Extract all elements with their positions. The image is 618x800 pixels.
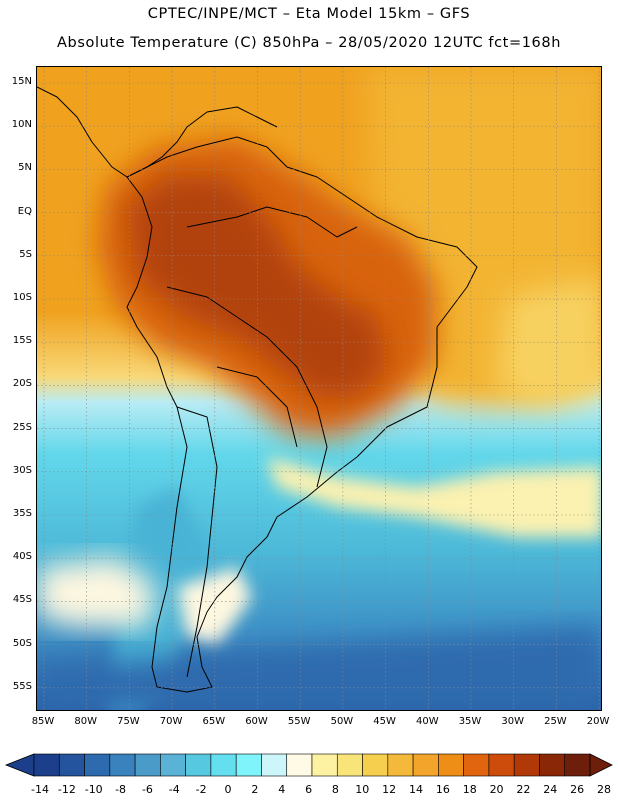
- temperature-map: [36, 66, 602, 711]
- colorbar-label: -10: [84, 783, 103, 796]
- lon-label: 80W: [74, 716, 97, 727]
- lon-label: 85W: [31, 716, 55, 727]
- colorbar-swatch: [33, 753, 60, 777]
- lat-label: 10S: [12, 292, 32, 303]
- lon-label: 45W: [373, 716, 396, 727]
- lon-label: 35W: [458, 716, 482, 727]
- lon-label: 60W: [245, 716, 268, 727]
- title-line-1: CPTEC/INPE/MCT – Eta Model 15km – GFS: [147, 6, 471, 22]
- lat-label: 55S: [12, 680, 32, 692]
- lat-label: 10N: [11, 119, 32, 131]
- colorbar-label: 22: [516, 783, 531, 796]
- colorbar-under-arrow: [4, 753, 35, 777]
- coastline-south-america: [126, 136, 478, 693]
- colorbar-swatch: [134, 753, 161, 777]
- lon-label: 65W: [202, 716, 226, 727]
- colorbar-label: 26: [570, 783, 585, 796]
- colorbar-label: 6: [305, 783, 313, 796]
- lon-label: 40W: [415, 716, 439, 727]
- lat-label: 45S: [12, 594, 32, 606]
- coastline-central-america: [37, 86, 278, 178]
- lon-label: 30W: [501, 716, 524, 727]
- title-line-2: Absolute Temperature (C) 850hPa – 28/05/…: [57, 35, 561, 51]
- colorbar-label: 14: [409, 783, 423, 796]
- colorbar-label: 4: [278, 783, 286, 796]
- colorbar-swatch: [412, 753, 439, 777]
- lon-label: 20W: [586, 716, 610, 727]
- colorbar-swatch: [564, 753, 591, 777]
- border-bolivia-paraguay: [216, 366, 298, 448]
- field-pacific-lightband: [37, 557, 157, 627]
- colorbar-label: 10: [355, 783, 370, 796]
- colorbar-swatch: [362, 753, 389, 777]
- colorbar-over-arrow: [589, 753, 613, 777]
- colorbar-swatch: [387, 753, 414, 777]
- border-andes: [176, 406, 218, 678]
- lon-label: 75W: [117, 716, 140, 727]
- colorbar-label: -6: [141, 783, 153, 796]
- border-brazil-north: [186, 206, 358, 238]
- lat-label: 25S: [12, 421, 32, 433]
- colorbar-swatch: [185, 753, 212, 777]
- colorbar-label: -8: [115, 783, 127, 796]
- field-subtropical-front: [267, 457, 601, 537]
- colorbar-label: 16: [435, 783, 450, 796]
- lat-label: 5S: [19, 248, 32, 260]
- colorbar-label: 28: [597, 783, 611, 796]
- map-canvas: [37, 67, 601, 710]
- colorbar-swatch: [311, 753, 338, 777]
- colorbar-label: -12: [57, 783, 76, 796]
- lon-label: 55W: [287, 716, 311, 727]
- colorbar-swatch: [463, 753, 490, 777]
- colorbar-label: 18: [462, 783, 477, 796]
- colorbar-swatch: [336, 753, 363, 777]
- colorbar-swatch: [539, 753, 566, 777]
- colorbar-swatch: [488, 753, 515, 777]
- colorbar-swatch: [160, 753, 186, 777]
- colorbar-label: -14: [31, 783, 49, 796]
- colorbar-label: 20: [489, 783, 504, 796]
- colorbar-label: 2: [251, 783, 259, 796]
- colorbar-label: 8: [331, 783, 339, 796]
- lon-label: 70W: [159, 716, 183, 727]
- border-brazil-west: [166, 286, 328, 488]
- colorbar-label: -4: [168, 783, 180, 796]
- colorbar-swatch: [109, 753, 136, 777]
- lat-label: 30S: [12, 464, 32, 476]
- temperature-colorbar: [4, 753, 613, 777]
- lat-label: 20S: [12, 378, 32, 390]
- colorbar-swatch: [513, 753, 540, 777]
- lat-label: 5N: [18, 162, 32, 174]
- lat-label: 35S: [12, 508, 32, 519]
- colorbar-label: 12: [382, 783, 397, 796]
- colorbar-swatch: [58, 753, 85, 777]
- lon-label: 25W: [544, 716, 567, 727]
- lat-label: EQ: [17, 205, 32, 217]
- lat-label: 40S: [12, 551, 32, 563]
- field-south-cold: [37, 627, 601, 710]
- colorbar-label: 0: [224, 783, 232, 796]
- lat-lon-grid: [37, 67, 601, 710]
- colorbar-swatch: [235, 753, 262, 777]
- colorbar-swatch: [261, 753, 288, 777]
- colorbar-label: -2: [195, 783, 207, 796]
- colorbar-swatch: [438, 753, 464, 777]
- colorbar-label: 24: [543, 783, 558, 796]
- lat-label: 15N: [11, 76, 32, 87]
- colorbar-swatch: [210, 753, 237, 777]
- field-andes-cold: [107, 487, 207, 710]
- colorbar-swatch: [286, 753, 313, 777]
- lat-label: 15S: [12, 335, 32, 347]
- lon-label: 50W: [330, 716, 354, 727]
- coastlines: [37, 86, 478, 693]
- colorbar-swatch: [84, 753, 111, 777]
- lat-label: 50S: [12, 637, 32, 649]
